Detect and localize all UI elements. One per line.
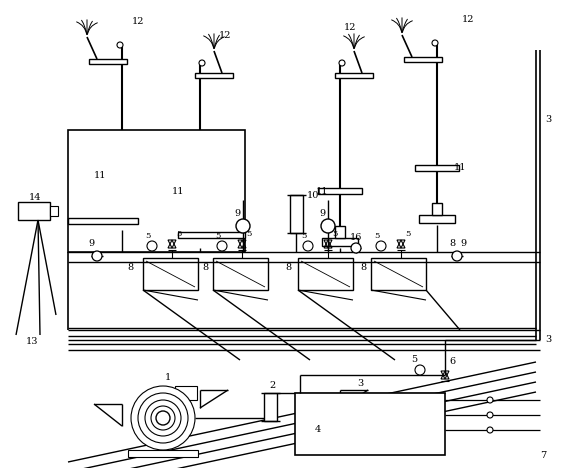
Bar [298,258,353,290]
Bar [318,188,362,194]
Circle shape [376,241,386,251]
Bar [404,57,442,62]
Bar [195,73,233,78]
Text: 8: 8 [285,263,291,272]
Text: 5: 5 [411,356,417,365]
Bar [213,258,268,290]
Bar [50,206,58,216]
Bar [143,258,198,290]
Bar [18,202,50,220]
Bar [89,59,127,64]
Circle shape [151,406,175,430]
Text: 6: 6 [449,358,455,366]
Text: 1: 1 [165,373,171,382]
Text: 9: 9 [460,240,466,249]
Circle shape [321,219,335,233]
Text: 11: 11 [316,188,328,197]
Circle shape [156,411,170,425]
Bar [264,393,277,421]
Text: 5: 5 [406,230,411,238]
Bar [195,226,205,238]
Circle shape [487,427,493,433]
Text: 10: 10 [307,190,319,199]
Circle shape [452,251,462,261]
Bar [335,73,373,78]
Bar [178,232,245,238]
Circle shape [432,40,438,46]
Text: 9: 9 [234,209,240,218]
Bar [68,218,138,224]
Text: 8: 8 [360,263,366,272]
Text: 5: 5 [247,230,252,238]
Circle shape [415,365,425,375]
Circle shape [145,400,181,436]
Text: 12: 12 [344,23,356,32]
Text: 11: 11 [172,188,184,197]
Bar [432,203,442,215]
Circle shape [236,219,250,233]
Text: 5: 5 [176,230,181,238]
Text: 9: 9 [319,209,325,218]
Bar [175,386,197,400]
Text: 14: 14 [29,192,41,202]
Circle shape [147,241,157,251]
Text: 11: 11 [94,170,106,180]
Bar [68,130,245,252]
Text: 11: 11 [454,163,466,173]
Text: 2: 2 [269,380,275,389]
Text: 12: 12 [132,17,144,27]
Bar [415,165,459,171]
Circle shape [487,412,493,418]
Text: 13: 13 [26,337,38,346]
Text: 5: 5 [145,232,151,240]
Bar [104,220,140,228]
Text: 5: 5 [215,232,221,240]
Bar [322,238,358,246]
Circle shape [339,60,345,66]
Text: 5: 5 [301,232,306,240]
Bar [178,185,222,191]
Circle shape [92,251,102,261]
Bar [117,208,127,220]
Text: 3: 3 [545,116,551,124]
Text: 9: 9 [88,239,94,248]
Circle shape [131,386,195,450]
Circle shape [351,243,361,253]
Text: 3: 3 [357,379,363,388]
Bar [290,195,303,233]
Circle shape [217,241,227,251]
Text: 4: 4 [315,425,321,434]
Circle shape [138,393,188,443]
Bar [128,450,198,457]
Text: 12: 12 [219,30,231,39]
Circle shape [303,241,313,251]
Text: 3: 3 [545,336,551,344]
Bar [371,258,426,290]
Text: 5: 5 [374,232,380,240]
Text: 8: 8 [449,239,455,248]
Bar [100,170,144,176]
Circle shape [487,397,493,403]
Text: 16: 16 [350,233,362,241]
Circle shape [199,60,205,66]
Bar [182,238,218,246]
Text: 5: 5 [332,230,338,238]
Bar [419,215,455,223]
Text: 8: 8 [127,263,133,272]
Circle shape [117,42,123,48]
Bar [295,393,445,455]
Text: 12: 12 [462,15,474,24]
Text: 7: 7 [540,451,546,460]
Text: 8: 8 [202,263,208,272]
Bar [335,226,345,238]
